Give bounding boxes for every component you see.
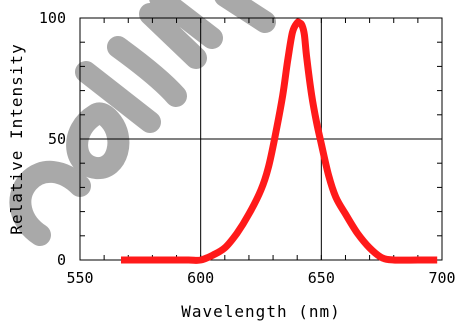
x-tick-label: 650: [308, 269, 335, 287]
y-tick-label: 0: [57, 251, 66, 269]
y-tick-label: 50: [48, 130, 66, 148]
x-axis-label: Wavelength (nm): [181, 302, 341, 321]
y-axis-label: Relative Intensity: [7, 43, 26, 234]
y-tick-labels: 0 50 100: [39, 9, 66, 269]
series-layer: [121, 18, 438, 264]
x-tick-label: 700: [428, 269, 455, 287]
x-tick-labels: 550 600 650 700: [66, 269, 455, 287]
y-tick-label: 100: [39, 9, 66, 27]
x-tick-label: 550: [66, 269, 93, 287]
spectrum-line: [121, 18, 438, 264]
x-tick-label: 600: [187, 269, 214, 287]
watermark-letter-o: [66, 102, 130, 179]
watermark-letter-c: [9, 160, 91, 246]
watermark-letter-n: [75, 36, 187, 133]
